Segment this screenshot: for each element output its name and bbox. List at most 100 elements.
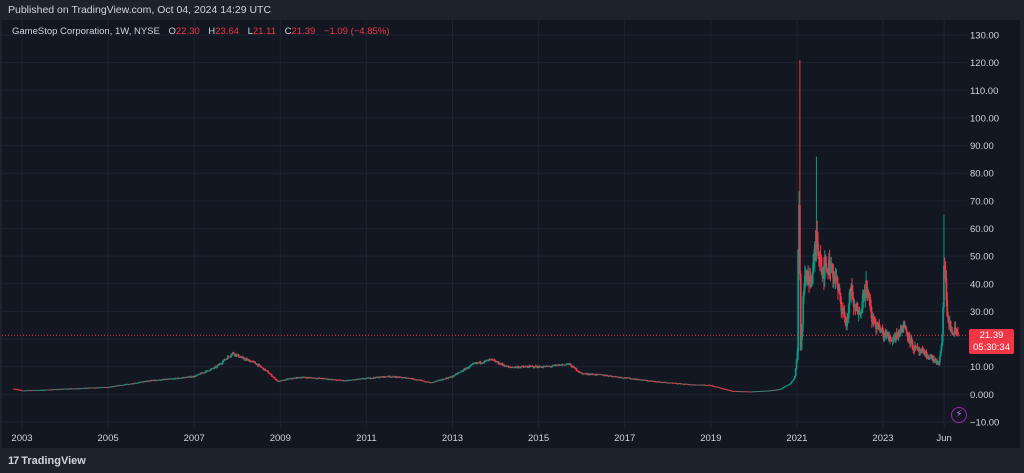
candle-body: [795, 359, 798, 369]
candle-body: [896, 336, 899, 338]
candle-body: [433, 381, 436, 383]
candle-body: [573, 367, 576, 369]
candle-body: [861, 293, 864, 309]
candle-body: [953, 327, 956, 335]
candle-body: [856, 305, 858, 307]
candle-body: [501, 363, 504, 365]
bar-countdown: 05:30:34: [973, 341, 1010, 353]
candle-body: [209, 369, 212, 371]
candle-body: [163, 379, 165, 381]
candle-body: [843, 311, 846, 318]
candle-body: [576, 370, 579, 372]
candle-body: [407, 377, 410, 379]
candle-body: [334, 379, 337, 381]
candle-body: [595, 374, 598, 376]
candle-body: [886, 332, 889, 336]
candle-body: [503, 365, 506, 367]
candle-body: [838, 287, 841, 294]
candle-body: [891, 339, 894, 342]
candle-body: [794, 368, 797, 376]
candle-body: [941, 333, 944, 346]
candle-body: [851, 291, 854, 301]
candle-body: [921, 349, 924, 352]
symbol-name: GameStop Corporation, 1W, NYSE: [12, 26, 160, 37]
candle-body: [851, 285, 853, 292]
candle-body: [794, 375, 796, 379]
y-tick-label: 10.00: [970, 362, 994, 373]
candle-body: [230, 355, 233, 357]
candle-body: [807, 270, 810, 280]
candle-body: [575, 368, 578, 371]
candle-body: [195, 375, 198, 377]
candle-body: [867, 292, 870, 295]
candle-body: [957, 332, 959, 335]
candle-body: [892, 339, 895, 341]
candle-body: [370, 378, 372, 380]
candle-body: [594, 374, 597, 375]
candle-body: [264, 368, 266, 371]
candle-body: [137, 382, 140, 384]
high-value: 23.64: [215, 26, 239, 37]
candle-body: [880, 330, 882, 333]
close-label: C: [284, 26, 292, 37]
candle-body: [467, 367, 470, 369]
candle-body: [442, 379, 444, 381]
x-tick-label: 2015: [528, 433, 549, 444]
candle-body: [542, 366, 545, 368]
last-price: 21.39: [979, 330, 1004, 341]
candle-body: [399, 376, 402, 378]
candle-body: [415, 379, 418, 381]
candle-body: [925, 351, 928, 357]
candle-body: [250, 360, 252, 363]
candle-body: [192, 376, 195, 378]
candle-body: [451, 376, 454, 378]
candle-body: [811, 274, 814, 285]
candle-body: [635, 378, 638, 380]
candle-body: [901, 332, 904, 333]
candle-body: [394, 377, 397, 379]
candle-body: [620, 377, 623, 379]
candle-body: [447, 378, 449, 379]
candle-body: [208, 370, 211, 372]
candle-body: [780, 388, 783, 390]
tradingview-logo[interactable]: 17 TradingView: [8, 455, 86, 467]
candle-body: [832, 263, 834, 278]
candle-body: [471, 363, 474, 365]
candle-body: [237, 354, 240, 358]
candle-body: [470, 364, 473, 366]
candle-body: [889, 335, 892, 340]
candle-body: [877, 322, 880, 325]
candle-body: [946, 300, 949, 316]
candle-body: [675, 383, 678, 384]
candle-body: [320, 378, 323, 379]
candle-body: [482, 362, 485, 364]
high-label: H: [208, 26, 216, 37]
candle-body: [844, 317, 847, 321]
candle-body: [870, 306, 872, 312]
candle-body: [272, 376, 275, 378]
candle-body: [210, 368, 213, 370]
candle-body: [231, 353, 233, 356]
candle-body: [337, 380, 339, 381]
candle-body: [280, 380, 283, 382]
candle-body: [796, 351, 799, 360]
candle-body: [956, 330, 959, 333]
candle-body: [603, 374, 606, 376]
candle-body: [362, 378, 365, 380]
candle-body: [149, 380, 152, 382]
candle-body: [189, 376, 192, 378]
price-chart[interactable]: 130.00 120.00 110.00 100.00 90.00 80.00 70.00 6…: [2, 20, 1020, 448]
y-tick-label: 80.00: [970, 169, 994, 180]
candle-body: [255, 363, 257, 365]
candle-body: [622, 377, 625, 379]
candle-body: [813, 243, 816, 260]
candle-body: [364, 378, 367, 380]
candle-body: [659, 381, 661, 383]
chart-area[interactable]: 130.00 120.00 110.00 100.00 90.00 80.00 70.00 6…: [2, 20, 1020, 448]
candle-body: [914, 345, 917, 347]
candle-body: [428, 381, 430, 383]
candle-body: [810, 284, 813, 287]
lightning-icon[interactable]: ⚡: [951, 407, 967, 423]
candle-body: [412, 378, 415, 380]
candle-body: [363, 378, 366, 380]
